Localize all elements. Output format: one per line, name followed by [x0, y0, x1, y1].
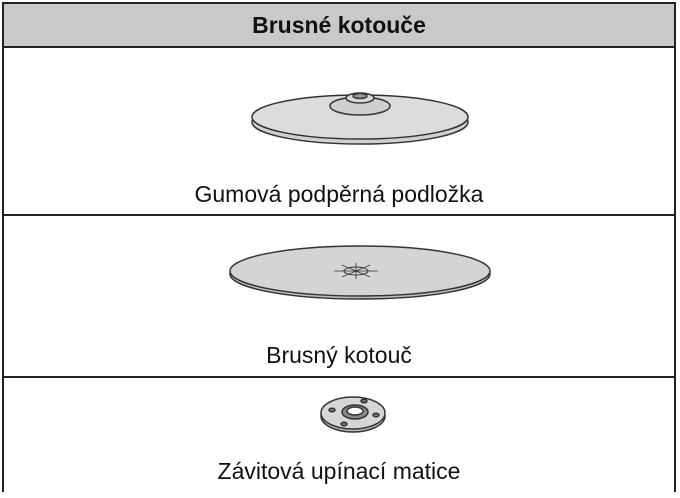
row-label: Brusný kotouč — [266, 342, 412, 368]
rubber-pad-icon — [251, 92, 469, 145]
clamping-nut-icon — [320, 396, 386, 433]
table-header: Brusné kotouče — [4, 4, 674, 48]
row-label: Gumová podpěrná podložka — [194, 181, 484, 207]
sanding-disc-icon — [229, 245, 491, 300]
row-label: Závitová upínací matice — [217, 458, 461, 484]
table: Brusné kotouče Gumová podpěrná podložka … — [2, 2, 676, 492]
table-row: Gumová podpěrná podložka — [4, 48, 674, 216]
table-row: Brusný kotouč — [4, 216, 674, 378]
table-row: Závitová upínací matice — [4, 378, 674, 498]
